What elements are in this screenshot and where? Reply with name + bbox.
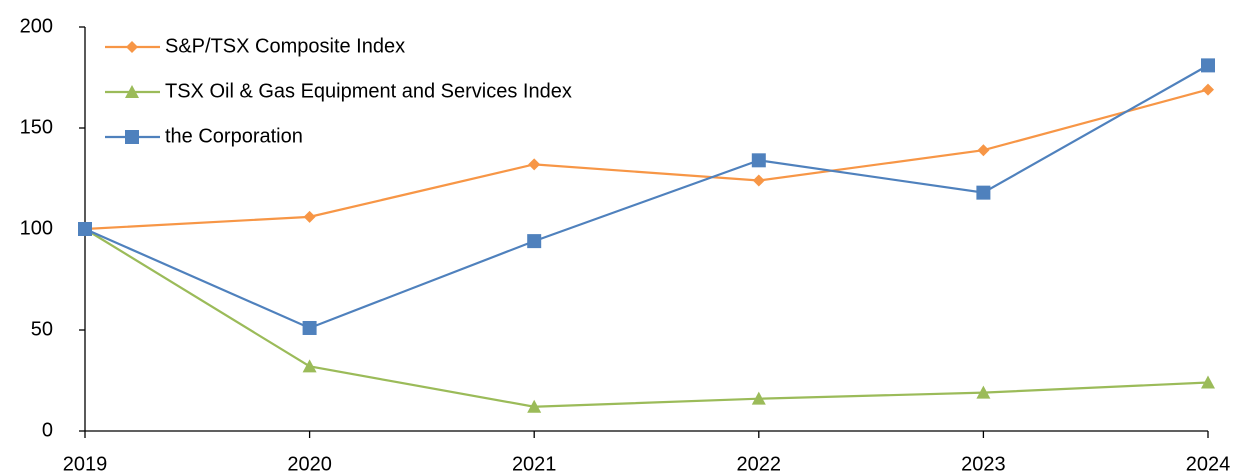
marker	[977, 144, 990, 157]
x-tick-label: 2024	[1186, 453, 1231, 475]
marker	[752, 174, 765, 187]
legend-label: S&P/TSX Composite Index	[165, 35, 405, 57]
marker	[976, 185, 991, 200]
marker	[528, 158, 541, 171]
legend-label: the Corporation	[165, 125, 303, 147]
marker	[1202, 83, 1214, 96]
marker	[1201, 58, 1215, 73]
x-tick-label: 2021	[512, 453, 557, 475]
legend-label: TSX Oil & Gas Equipment and Services Ind…	[165, 80, 572, 102]
marker	[527, 234, 542, 249]
x-tick-label: 2023	[961, 453, 1006, 475]
x-tick-label: 2019	[63, 453, 108, 475]
marker	[302, 359, 317, 373]
series-line	[84, 228, 1209, 408]
marker	[1201, 375, 1215, 389]
y-tick-label: 0	[42, 419, 53, 441]
y-tick-label: 100	[20, 217, 53, 239]
series-line	[84, 88, 1209, 231]
x-tick-label: 2022	[737, 453, 782, 475]
marker	[302, 320, 317, 335]
marker	[125, 130, 139, 144]
marker	[126, 41, 138, 53]
x-tick-label: 2020	[287, 453, 332, 475]
marker	[303, 210, 316, 223]
y-tick-label: 150	[20, 116, 53, 138]
series-line	[84, 64, 1209, 330]
marker	[527, 399, 542, 413]
marker	[78, 222, 92, 236]
marker	[125, 85, 139, 98]
y-tick-label: 50	[31, 318, 53, 340]
marker	[751, 391, 766, 405]
y-tick-label: 200	[20, 15, 53, 37]
marker	[976, 385, 991, 399]
marker	[751, 153, 766, 168]
